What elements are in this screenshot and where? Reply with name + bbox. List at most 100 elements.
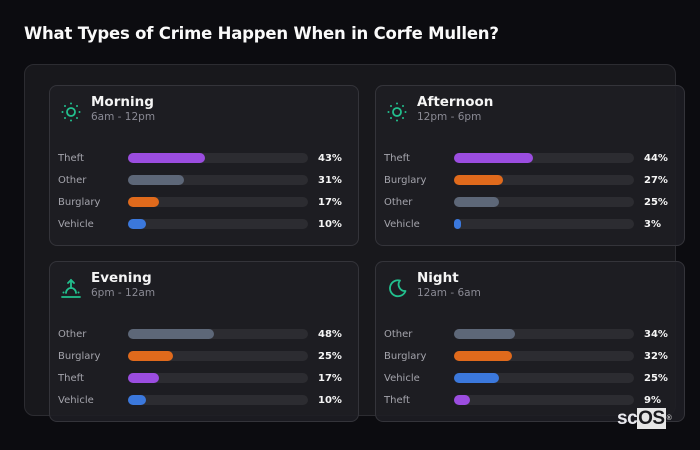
bar-label: Other <box>58 328 87 340</box>
card-subtitle: 12am - 6am <box>417 287 481 299</box>
bar-fill <box>454 153 534 163</box>
bar-row: Other 31% <box>58 169 348 191</box>
bar-value: 17% <box>318 196 342 208</box>
bar-value: 44% <box>644 152 668 164</box>
bar-value: 34% <box>644 328 668 340</box>
bar-fill <box>128 395 146 405</box>
bar-track <box>128 153 308 163</box>
bar-fill <box>128 197 159 207</box>
bar-label: Burglary <box>384 350 427 362</box>
bar-fill <box>128 153 206 163</box>
bar-label: Vehicle <box>58 394 94 406</box>
logo-os: OS <box>637 408 666 429</box>
card-night: Night 12am - 6am Other 34% Burglary 32% Vehi… <box>375 261 685 422</box>
moon-icon <box>386 277 408 299</box>
bar-row: Vehicle 25% <box>384 367 674 389</box>
bar-track <box>454 373 634 383</box>
bar-value: 27% <box>644 174 668 186</box>
bar-row: Theft 17% <box>58 367 348 389</box>
bar-list: Theft 43% Other 31% Burglary 17% Vehicle 10% <box>58 147 348 235</box>
bar-row: Vehicle 3% <box>384 213 674 235</box>
bar-value: 32% <box>644 350 668 362</box>
bar-row: Vehicle 10% <box>58 213 348 235</box>
bar-label: Theft <box>384 394 410 406</box>
bar-value: 10% <box>318 394 342 406</box>
bar-track <box>454 219 634 229</box>
bar-track <box>454 329 634 339</box>
card-subtitle: 6pm - 12am <box>91 287 156 299</box>
bar-row: Vehicle 10% <box>58 389 348 411</box>
bar-row: Other 34% <box>384 323 674 345</box>
bar-track <box>454 395 634 405</box>
scos-logo: scOS ® <box>617 408 672 429</box>
sun-icon <box>60 101 82 123</box>
bar-track <box>454 153 634 163</box>
bar-label: Vehicle <box>384 372 420 384</box>
bar-fill <box>454 395 471 405</box>
bar-value: 31% <box>318 174 342 186</box>
bar-label: Vehicle <box>384 218 420 230</box>
bar-row: Burglary 17% <box>58 191 348 213</box>
bar-fill <box>454 175 503 185</box>
bar-list: Other 34% Burglary 32% Vehicle 25% Theft 9% <box>384 323 674 411</box>
bar-fill <box>128 175 184 185</box>
card-afternoon: Afternoon 12pm - 6pm Theft 44% Burglary 27%… <box>375 85 685 246</box>
bar-row: Theft 9% <box>384 389 674 411</box>
bar-fill <box>454 373 499 383</box>
bar-row: Burglary 25% <box>58 345 348 367</box>
bar-label: Burglary <box>58 196 101 208</box>
bar-list: Theft 44% Burglary 27% Other 25% Vehicle 3% <box>384 147 674 235</box>
bar-value: 25% <box>644 196 668 208</box>
page-title: What Types of Crime Happen When in Corfe… <box>24 24 499 43</box>
bar-row: Other 48% <box>58 323 348 345</box>
bar-label: Vehicle <box>58 218 94 230</box>
card-subtitle: 6am - 12pm <box>91 111 156 123</box>
bar-track <box>128 329 308 339</box>
bar-label: Other <box>384 196 413 208</box>
bar-fill <box>454 329 516 339</box>
bar-track <box>128 373 308 383</box>
bar-value: 43% <box>318 152 342 164</box>
bar-list: Other 48% Burglary 25% Theft 17% Vehicle 10% <box>58 323 348 411</box>
bar-value: 10% <box>318 218 342 230</box>
bar-row: Burglary 27% <box>384 169 674 191</box>
card-evening: Evening 6pm - 12am Other 48% Burglary 25% Th… <box>49 261 359 422</box>
card-title: Morning <box>91 94 154 110</box>
bar-track <box>128 175 308 185</box>
bar-value: 17% <box>318 372 342 384</box>
bar-track <box>128 219 308 229</box>
bar-fill <box>454 219 462 229</box>
bar-label: Burglary <box>384 174 427 186</box>
bar-fill <box>454 351 512 361</box>
bar-row: Theft 43% <box>58 147 348 169</box>
bar-row: Burglary 32% <box>384 345 674 367</box>
bar-track <box>128 351 308 361</box>
bar-track <box>454 351 634 361</box>
bar-value: 9% <box>644 394 661 406</box>
bar-track <box>454 197 634 207</box>
bar-value: 48% <box>318 328 342 340</box>
bar-fill <box>128 219 146 229</box>
bar-label: Theft <box>384 152 410 164</box>
bar-track <box>454 175 634 185</box>
sunset-icon <box>60 277 82 299</box>
bar-label: Other <box>384 328 413 340</box>
bar-fill <box>128 329 215 339</box>
bar-fill <box>128 373 159 383</box>
bar-fill <box>454 197 499 207</box>
card-title: Afternoon <box>417 94 494 110</box>
card-title: Night <box>417 270 459 286</box>
bar-label: Theft <box>58 152 84 164</box>
card-morning: Morning 6am - 12pm Theft 43% Other 31% Burgl… <box>49 85 359 246</box>
logo-registered: ® <box>666 415 672 422</box>
bar-label: Burglary <box>58 350 101 362</box>
sun-icon <box>386 101 408 123</box>
bar-label: Other <box>58 174 87 186</box>
bar-track <box>128 197 308 207</box>
card-title: Evening <box>91 270 152 286</box>
bar-label: Theft <box>58 372 84 384</box>
bar-value: 25% <box>318 350 342 362</box>
bar-value: 25% <box>644 372 668 384</box>
card-subtitle: 12pm - 6pm <box>417 111 482 123</box>
bar-value: 3% <box>644 218 661 230</box>
